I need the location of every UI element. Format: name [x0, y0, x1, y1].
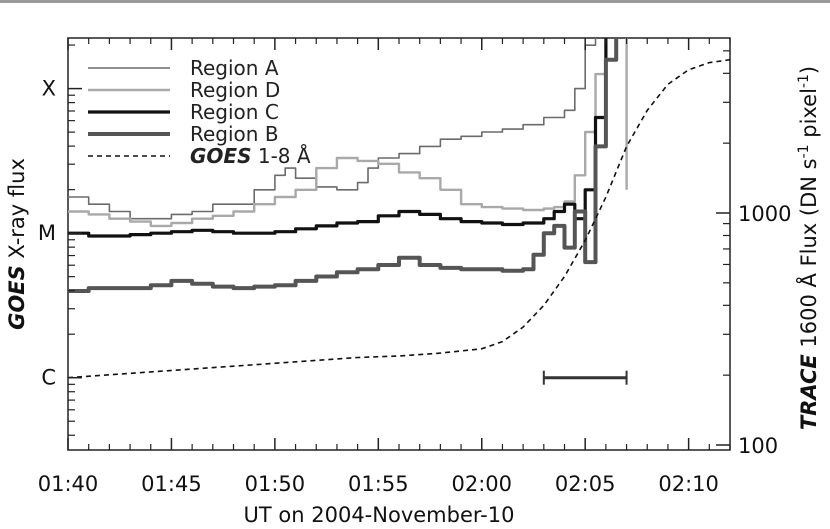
left-tick-label: M — [38, 221, 56, 245]
right-axis-title-sup1: -1 — [796, 144, 812, 158]
annotation-layer — [542, 370, 628, 385]
x-axis-title: UT on 2004-November-10 — [244, 503, 515, 527]
x-tick-label: 01:55 — [348, 472, 409, 496]
right-axis-title-text: 1600 Å Flux (DN s — [795, 158, 821, 354]
left-tick-label: C — [41, 366, 56, 390]
series-line-region-b — [68, 38, 619, 293]
legend-label-rest: 1-8 Å — [251, 144, 310, 168]
right-axis-title-mid: pixel — [797, 88, 821, 144]
series-line-region-c — [68, 38, 608, 238]
right-tick-label: 1000 — [738, 202, 791, 226]
legend-label: Region B — [190, 122, 279, 146]
plot-frame — [67, 37, 731, 451]
x-tick-label: 02:05 — [555, 472, 616, 496]
legend-label: GOES 1-8 Å — [190, 144, 311, 168]
legend-label: Region A — [190, 56, 279, 80]
x-tick-label: 02:10 — [658, 472, 719, 496]
x-tick-label: 01:50 — [245, 472, 306, 496]
top-border — [0, 0, 830, 3]
axes-layer: 01:40 01:45 01:50 01:55 02:00 02:05 02:10 C M X 10… — [5, 38, 821, 527]
x-tick-label: 01:40 — [38, 472, 99, 496]
left-axis-title: GOES X-ray flux — [5, 158, 29, 330]
x-tick-label: 01:45 — [141, 472, 202, 496]
right-tick-label: 100 — [738, 434, 778, 458]
series-layer — [68, 38, 730, 379]
right-axis-title-italic: TRACE — [797, 354, 821, 431]
left-axis-title-italic: GOES — [5, 265, 29, 330]
x-tick-label: 02:00 — [451, 472, 512, 496]
series-line-region-d — [68, 38, 628, 228]
legend-label: Region D — [190, 78, 280, 102]
legend-label: Region C — [190, 100, 279, 124]
right-axis-title-sup2: -1 — [796, 74, 812, 88]
series-line-region-a — [68, 38, 597, 220]
series-line-goes-1-8- — [68, 58, 730, 379]
left-axis-title-rest: X-ray flux — [5, 158, 29, 265]
right-axis-title: TRACE 1600 Å Flux (DN s-1 pixel-1) — [795, 66, 821, 430]
legend-label-italic: GOES — [190, 144, 251, 168]
right-axis-title-end: ) — [797, 66, 821, 74]
left-tick-label: X — [42, 77, 56, 101]
